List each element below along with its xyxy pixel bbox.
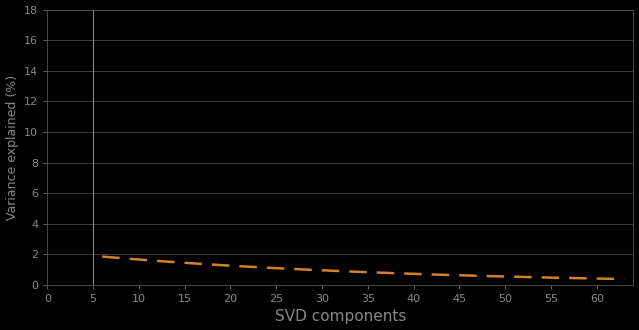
Y-axis label: Variance explained (%): Variance explained (%)	[6, 75, 19, 220]
X-axis label: SVD components: SVD components	[275, 310, 406, 324]
